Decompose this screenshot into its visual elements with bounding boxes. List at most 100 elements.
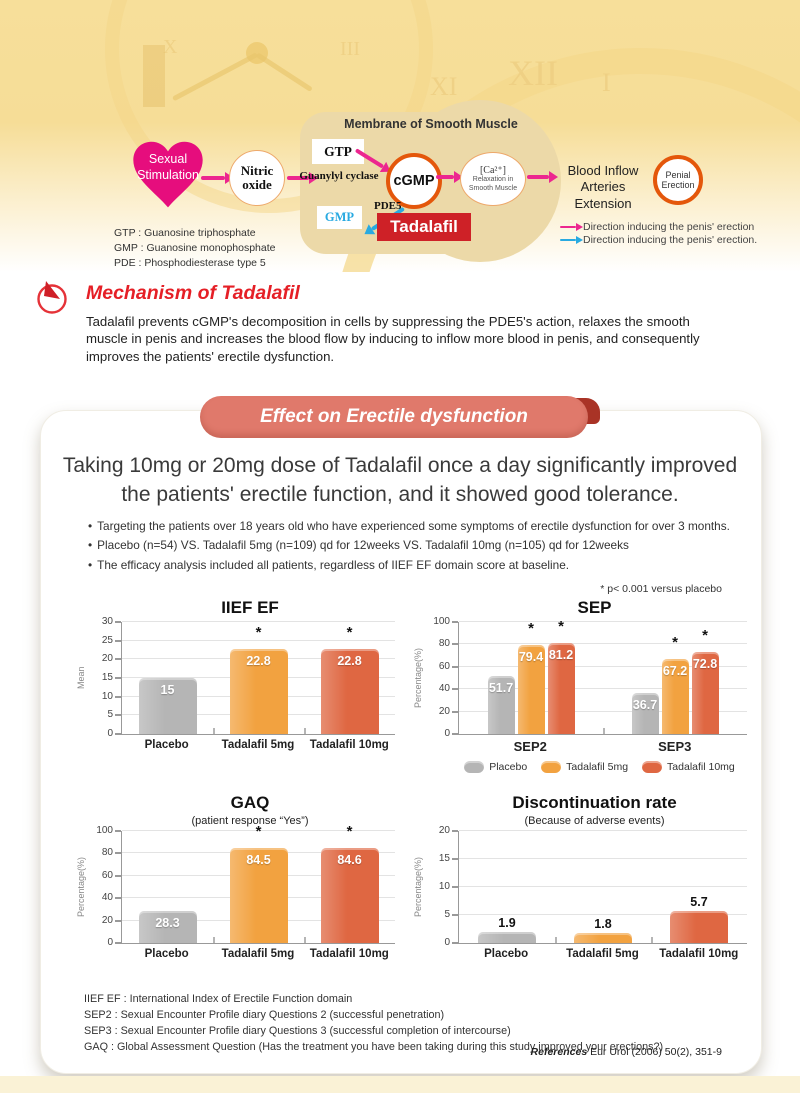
y-tick-label: 80: [438, 638, 450, 650]
flow-arrow: [287, 176, 309, 180]
y-tick-label: 100: [96, 825, 113, 836]
y-tick-label: 0: [444, 728, 450, 739]
chart-subtitle: (patient response “Yes”): [191, 815, 309, 827]
footnote-item: GAQ : Global Assessment Question (Has th…: [84, 1040, 664, 1053]
bar-value-label: 1.9: [498, 916, 516, 931]
chart-title: GAQ: [230, 793, 270, 812]
y-tick-label: 20: [438, 705, 450, 717]
bullet-text: Targeting the patients over 18 years old…: [97, 519, 730, 533]
chart-discontinuation-rate: Discontinuation rate (Because of adverse…: [412, 793, 747, 960]
gridline: [122, 830, 395, 831]
legend-swatch: [541, 761, 562, 773]
clock-numeral: XII: [508, 53, 558, 93]
significance-star: *: [255, 823, 262, 841]
x-category-label: Tadalafil 10mg: [309, 948, 389, 960]
pink-arrow-icon: [560, 225, 576, 229]
y-tick-mark: [115, 714, 121, 717]
legend-swatch: [464, 761, 485, 773]
bar: 81.2 *: [547, 619, 575, 734]
x-category-label: Tadalafil 5mg: [221, 739, 295, 751]
footnote-item: SEP3 : Sexual Encounter Profile diary Qu…: [84, 1024, 511, 1037]
significance-star: *: [346, 823, 353, 841]
bar-value-label: 15: [160, 683, 175, 697]
bar-value-label: 81.2: [548, 648, 574, 663]
bar-value-label: 84.5: [246, 853, 271, 868]
clock-numeral: XI: [430, 72, 458, 101]
significance-star: *: [702, 627, 708, 645]
y-tick-mark: [115, 874, 121, 877]
x-category-label: Placebo: [144, 948, 189, 960]
y-tick-mark: [115, 695, 121, 698]
chart-gaq: GAQ (patient response “Yes”) Percentage(…: [75, 793, 395, 960]
legend-item: Tadalafil 5mg: [541, 761, 628, 773]
x-category-label: Tadalafil 10mg: [309, 739, 389, 751]
x-tick-mark: [603, 728, 605, 734]
x-category-label: Placebo: [484, 948, 529, 960]
x-category-label: Tadalafil 10mg: [659, 948, 739, 960]
flow-arrow: [527, 175, 549, 179]
membrane-label: Membrane of Smooth Muscle: [344, 117, 518, 131]
gridline: [122, 639, 395, 641]
y-tick-label: 20: [101, 653, 113, 665]
headline-line1: Taking 10mg or 20mg dose of Tadalafil on…: [62, 454, 738, 477]
y-tick-mark: [452, 621, 458, 623]
bullet-dot: •: [88, 538, 93, 553]
chart-title: Discontinuation rate: [512, 793, 677, 812]
x-category-label: Tadalafil 5mg: [221, 948, 295, 960]
bar: 72.8 *: [691, 628, 719, 734]
chart-sep: SEP Percentage(%) 0 20 40 60 80 100 51.7 79.4 *…: [412, 598, 747, 773]
bullet-item: • Placebo (n=54) VS. Tadalafil 5mg (n=109…: [88, 538, 736, 554]
bar: 15: [138, 678, 197, 734]
bar-value-label: 22.8: [337, 653, 362, 668]
arrow-legend-label: Direction inducing the penis' erection.: [583, 234, 758, 246]
plot-area: 28.3 84.5 * 84.6 *: [115, 824, 395, 944]
chart-title: IIEF EF: [221, 598, 279, 617]
y-tick-label: 10: [438, 881, 450, 892]
y-tick-mark: [452, 710, 458, 713]
y-axis-label: Percentage(%): [413, 856, 423, 918]
y-tick-label: 100: [433, 616, 450, 627]
y-axis: 0 20 40 60 80 100: [89, 826, 117, 948]
bar: 5.7: [670, 895, 728, 943]
y-tick-label: 25: [101, 634, 113, 646]
x-category-label: Placebo: [144, 739, 189, 751]
x-tick-mark: [213, 728, 215, 734]
flow-arrow: [436, 175, 454, 179]
gridline: [459, 914, 747, 915]
clock-numeral: III: [340, 38, 360, 60]
bar: 84.6 *: [320, 824, 379, 943]
x-tick-mark: [304, 937, 306, 943]
y-tick-mark: [115, 677, 121, 679]
y-axis-label: Mean: [76, 666, 86, 690]
y-tick-label: 10: [101, 690, 113, 702]
x-category-label: SEP3: [658, 739, 692, 754]
bar: 51.7: [487, 676, 515, 734]
x-axis: SEP2 SEP3: [458, 739, 747, 754]
headline-line2: the patients' erectile function, and it …: [121, 482, 679, 506]
y-tick-mark: [452, 858, 458, 860]
mechanism-paragraph: Tadalafil prevents cGMP's decomposition …: [86, 314, 700, 364]
significance-star: *: [558, 618, 564, 636]
sexual-stimulation-heart: Sexual Stimulation: [131, 138, 205, 212]
y-tick-mark: [115, 639, 121, 642]
legend-swatch: [642, 761, 663, 773]
bar: 22.8 *: [320, 625, 379, 734]
y-axis-label: Percentage(%): [413, 647, 423, 709]
bar-value-label: 72.8: [692, 657, 718, 672]
legend-label: Tadalafil 5mg: [566, 761, 629, 773]
abbreviation-item: GMP : Guanosine monophosphate: [114, 242, 276, 255]
x-axis: Placebo Tadalafil 5mg Tadalafil 10mg: [458, 948, 747, 960]
heart-icon: [133, 141, 203, 208]
y-tick-mark: [452, 665, 458, 668]
significance-star: *: [672, 633, 678, 651]
y-tick-label: 60: [101, 869, 113, 881]
y-tick-mark: [115, 830, 121, 832]
arrow-legend-label: Direction inducing the penis' erection: [583, 221, 755, 233]
y-tick-label: 80: [101, 847, 113, 859]
y-tick-mark: [452, 733, 458, 735]
y-tick-mark: [452, 688, 458, 691]
y-tick-label: 60: [438, 660, 450, 672]
references-text: Eur Urol (2006) 50(2), 351-9: [587, 1046, 722, 1058]
bullet-text: Placebo (n=54) VS. Tadalafil 5mg (n=109)…: [97, 538, 629, 553]
